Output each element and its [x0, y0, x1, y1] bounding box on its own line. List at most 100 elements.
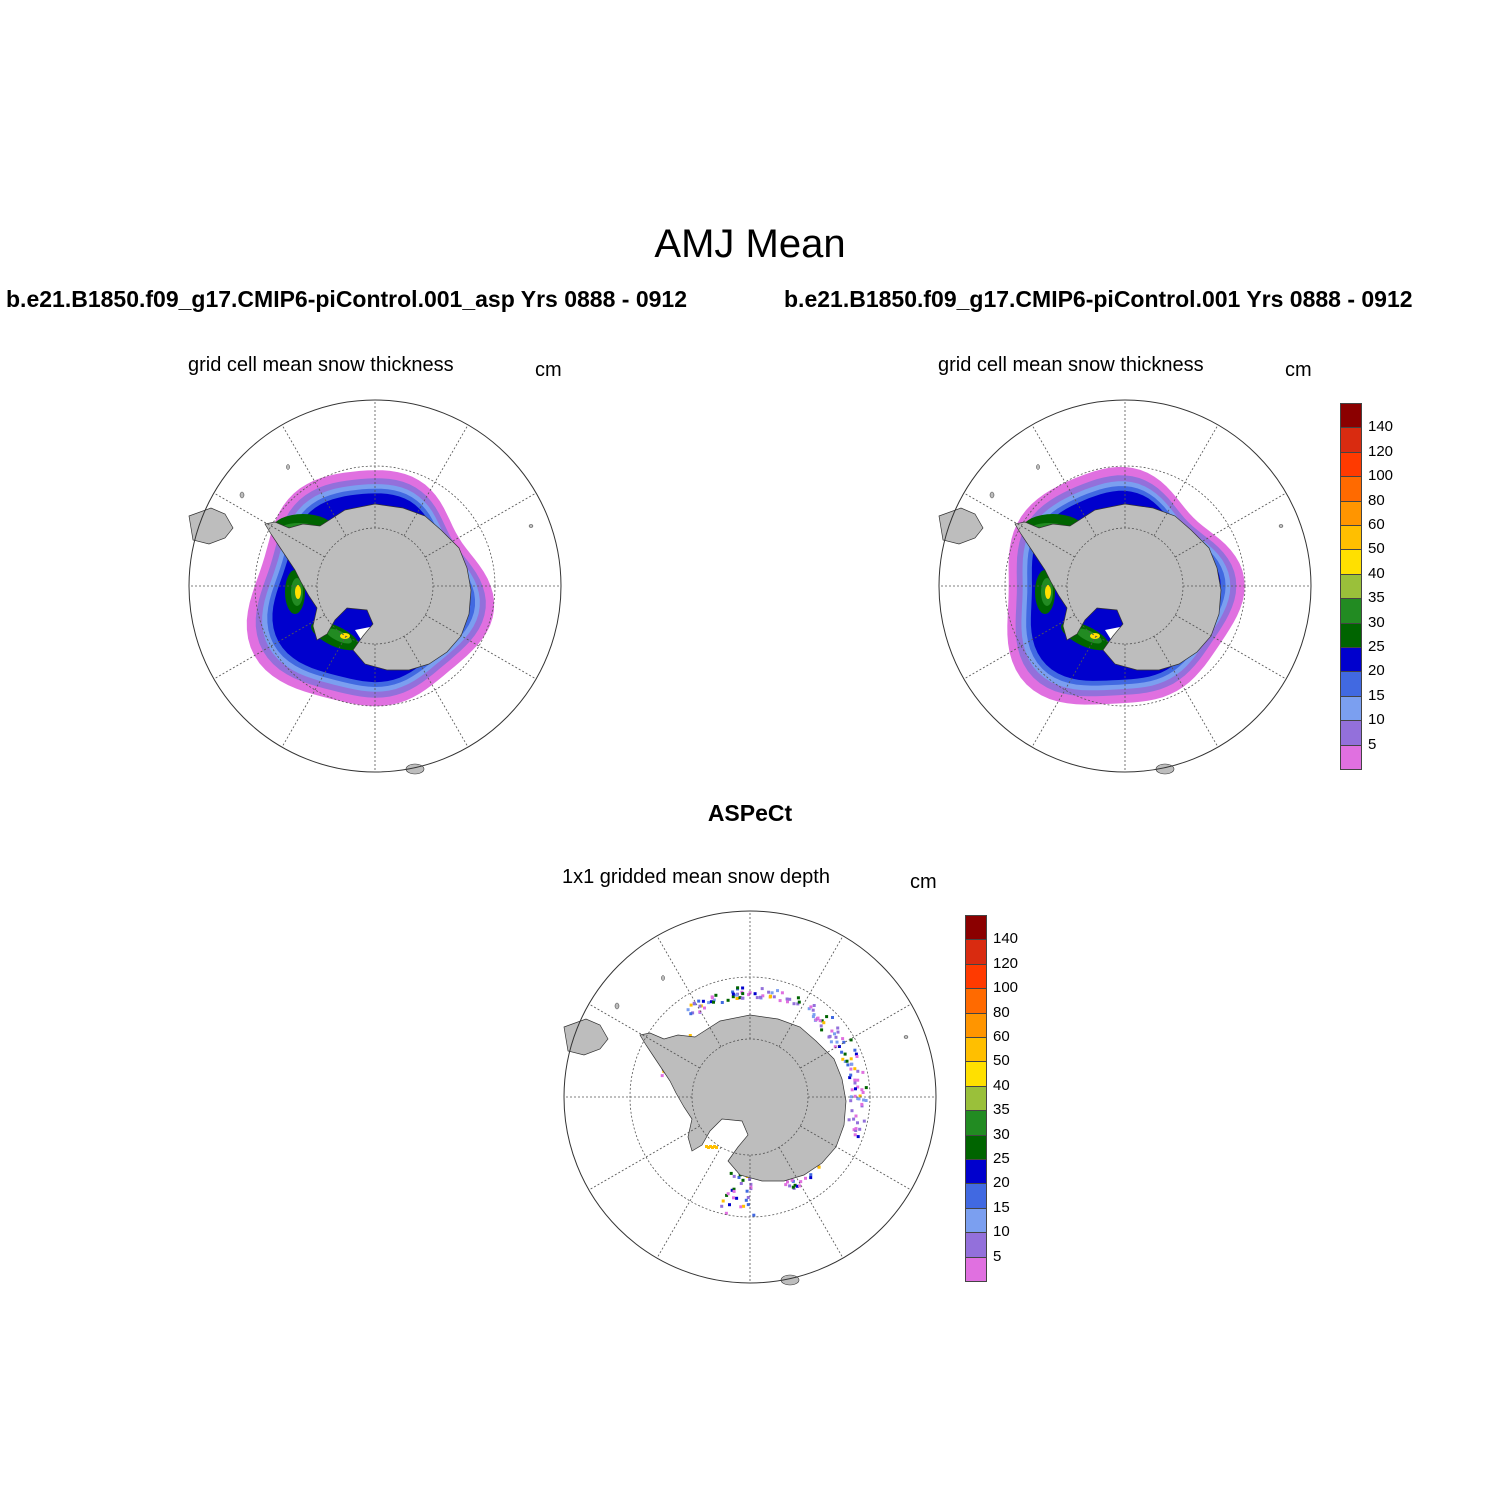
observation-cell	[854, 1087, 857, 1091]
observation-cell	[737, 1176, 741, 1179]
observation-cell	[822, 1021, 826, 1025]
observation-cell	[780, 991, 784, 995]
observation-cell	[728, 1203, 731, 1207]
island	[903, 1035, 909, 1039]
meridian-line	[213, 492, 325, 558]
observation-cell	[853, 1078, 857, 1082]
observation-cell	[862, 1119, 866, 1123]
observation-cell	[831, 1016, 834, 1019]
meridian-line	[281, 424, 347, 536]
colorbar-tick-label: 50	[993, 1052, 1010, 1070]
observation-cell	[739, 1205, 743, 1209]
observation-cell	[849, 1073, 853, 1077]
observation-cell	[860, 1104, 864, 1108]
colorbar-upper: 140 120 100 80 60 50 40 35 30 25 20 15 10 5	[1340, 403, 1393, 770]
meridian-line	[963, 614, 1075, 680]
colorbar-tick-label: 10	[993, 1223, 1010, 1241]
observation-cell	[854, 1114, 858, 1118]
observation-cell	[796, 1002, 800, 1006]
observation-cell	[849, 1067, 853, 1071]
snow-band-30	[1076, 628, 1102, 644]
colorbar-swatch	[965, 939, 987, 965]
observation-cell	[843, 1060, 847, 1063]
panel1-units: cm	[535, 359, 562, 381]
observation-cell	[688, 1034, 692, 1037]
observation-cell	[853, 1094, 857, 1098]
observation-cell	[829, 1040, 833, 1044]
graticule	[188, 399, 562, 773]
observation-cell	[732, 1187, 736, 1191]
antarctica	[639, 1014, 847, 1182]
colorbar-tick-label: 60	[1368, 516, 1385, 533]
observation-cell	[830, 1029, 834, 1033]
observation-cell	[776, 989, 779, 993]
observation-cell	[697, 999, 701, 1003]
observation-cell	[847, 1118, 851, 1122]
colorbar-tick-label: 5	[993, 1247, 1002, 1265]
observation-cell	[732, 1174, 736, 1178]
observation-cell	[738, 996, 742, 1000]
map-boundary	[188, 399, 562, 773]
observation-cell	[705, 1145, 708, 1148]
land-masses	[563, 975, 909, 1286]
colorbar-tick-label: 10	[1368, 711, 1385, 729]
map-panel-asp	[188, 399, 562, 775]
observation-cell	[741, 992, 745, 996]
observation-cell	[740, 996, 744, 1000]
observation-cell	[749, 1185, 753, 1189]
observation-cell	[861, 1091, 865, 1094]
colorbar-swatch	[1340, 549, 1362, 575]
observation-cell	[841, 1037, 845, 1041]
observation-cell	[703, 1006, 706, 1010]
observation-cell	[724, 1211, 728, 1215]
observation-cell	[707, 1146, 710, 1149]
observation-cell	[739, 1182, 743, 1185]
colorbar-swatch	[1340, 427, 1362, 453]
island	[1278, 524, 1284, 528]
meridian-line	[1031, 636, 1097, 748]
panel1-subtitle: grid cell mean snow thickness	[188, 354, 454, 376]
meridian-line	[1175, 492, 1287, 558]
observation-cell	[729, 1171, 733, 1175]
colorbar-tick-label: 40	[993, 1076, 1010, 1094]
colorbar-tick-label: 20	[1368, 662, 1385, 680]
colorbar-tick-label: 35	[993, 1101, 1010, 1119]
observation-cell	[856, 1069, 860, 1073]
observation-cell	[748, 1177, 752, 1181]
snow-band-40	[295, 585, 301, 599]
observation-cell	[735, 1196, 739, 1200]
observation-cell	[760, 987, 764, 991]
colorbar-swatch	[1340, 671, 1362, 697]
observation-cell	[796, 996, 800, 1000]
observation-cell	[767, 990, 771, 994]
observation-cell	[747, 993, 751, 997]
observation-cell	[759, 995, 762, 999]
colorbar-tick-label: 35	[1368, 589, 1385, 607]
observation-cell	[689, 1003, 693, 1007]
colorbar-swatch	[965, 1207, 987, 1234]
colorbar-swatch	[1340, 476, 1362, 502]
graticule	[938, 399, 1312, 773]
snow-band-40	[1045, 585, 1051, 599]
snow-band-40	[340, 633, 350, 639]
observation-cell	[854, 1129, 858, 1132]
observation-cell	[797, 1000, 801, 1004]
observation-cell	[858, 1094, 862, 1098]
observation-cell	[689, 1012, 693, 1016]
colorbar-tick-label: 100	[1368, 467, 1394, 485]
observation-cell	[790, 1178, 794, 1182]
observation-cell	[744, 1198, 748, 1202]
observation-cell	[820, 1028, 824, 1032]
observation-cell	[732, 1189, 736, 1193]
meridian-line	[425, 614, 537, 680]
observation-cell	[707, 1001, 711, 1005]
observation-cell	[861, 1070, 865, 1074]
meridian-line	[778, 935, 844, 1047]
colorbar-tick-label: 30	[1368, 613, 1385, 631]
observation-cell	[731, 995, 735, 999]
observation-cell	[734, 993, 738, 997]
colorbar-swatch	[965, 1232, 987, 1258]
observation-cell	[852, 1128, 856, 1132]
meridian-line	[281, 636, 347, 748]
meridian-line	[1153, 636, 1219, 748]
